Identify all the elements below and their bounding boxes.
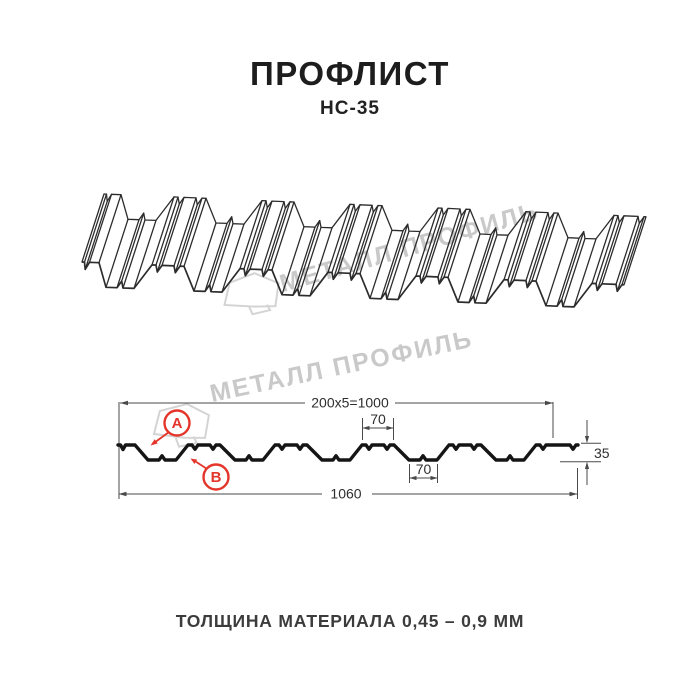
callout-b: B <box>190 458 230 491</box>
callout-a-letter: A <box>172 415 183 432</box>
profile-cross-section-line <box>116 443 580 462</box>
corrugated-sheet-3d <box>81 193 647 308</box>
dimension-valley-width: 70 <box>409 461 438 481</box>
callout-b-badge <box>202 463 230 491</box>
dimension-label-profile-height: 35 <box>594 445 610 461</box>
profile-3d-view <box>81 193 647 308</box>
extension-lines <box>118 402 601 499</box>
page-title: ПРОФЛИСТ <box>250 55 450 92</box>
dimension-overall-width: 1060 <box>118 486 578 502</box>
dimension-working-width: 200x5=1000 <box>120 395 553 411</box>
dimension-crest-width: 70 <box>362 411 394 431</box>
thickness-note: ТОЛЩИНА МАТЕРИАЛА 0,45 – 0,9 ММ <box>175 611 525 631</box>
dimension-label-overall-width: 1060 <box>330 486 361 502</box>
dimension-label-valley-width: 70 <box>416 461 432 477</box>
dimension-label-working-width: 200x5=1000 <box>311 395 389 411</box>
cross-section-drawing: 200x5=1000 70 70 35 1060 A <box>116 395 610 502</box>
dimension-profile-height: 35 <box>584 420 610 485</box>
profile-model: НС-35 <box>320 98 380 119</box>
callout-b-letter: B <box>211 469 222 486</box>
callout-a: A <box>150 409 191 446</box>
dimension-label-crest-width: 70 <box>370 411 386 427</box>
callout-a-badge <box>163 409 191 437</box>
